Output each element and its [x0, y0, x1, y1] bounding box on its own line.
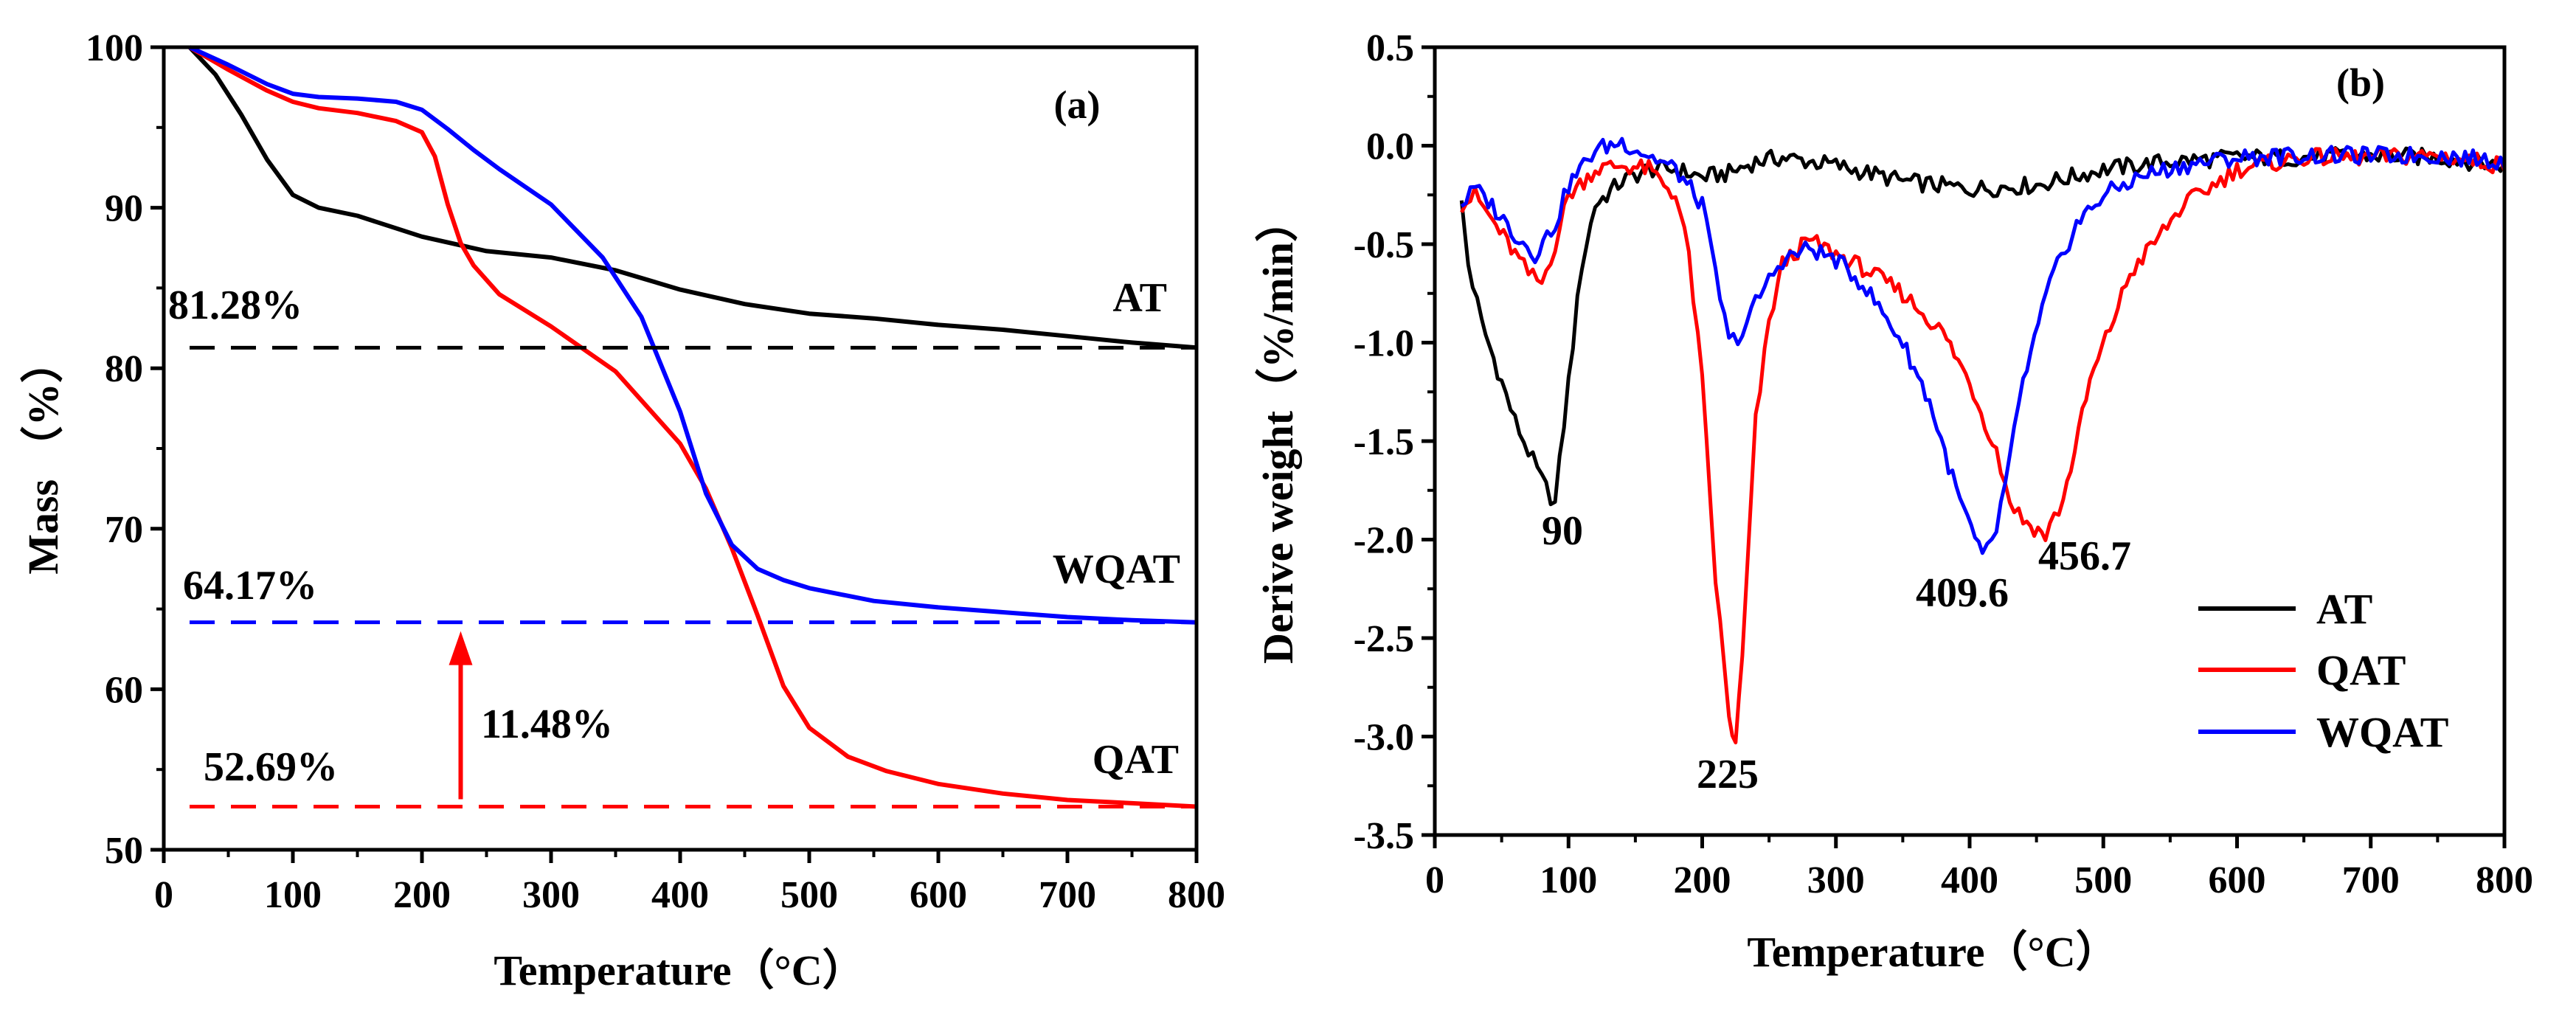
x-tick-label: 500 [780, 874, 838, 916]
peak-label-90: 90 [1542, 508, 1583, 554]
end-label-at: AT [1112, 275, 1167, 321]
y-tick-label: -2.5 [1354, 618, 1414, 660]
x-tick-label: 300 [522, 874, 580, 916]
panel-b-label: (b) [2336, 60, 2385, 105]
panel-b-x-ticks: 0 100 200 300 400 500 600 700 800 [1425, 835, 2533, 901]
x-tick-label: 700 [2342, 859, 2400, 901]
x-tick-label: 0 [154, 874, 173, 916]
y-tick-label: 90 [105, 188, 143, 230]
panel-a-reference-lines [190, 345, 1197, 808]
x-tick-label: 300 [1807, 859, 1865, 901]
panel-a-tga: 0 100 200 300 400 500 600 700 800 5060708090100 … [19, 27, 1225, 994]
arrow-difference-label: 11.48% [481, 702, 613, 747]
difference-arrow-head [449, 631, 473, 665]
residue-label-qat: 52.69% [204, 744, 338, 790]
peak-label-225: 225 [1697, 752, 1759, 797]
y-tick-label: 100 [86, 27, 143, 69]
y-tick-label: -1.5 [1354, 421, 1414, 463]
panel-a-label: (a) [1054, 83, 1101, 127]
y-tick-label: 50 [105, 830, 143, 872]
peak-label-409-6: 409.6 [1916, 570, 2009, 616]
y-tick-label: -3.5 [1354, 815, 1414, 857]
x-tick-label: 500 [2074, 859, 2132, 901]
panel-a-series-group [187, 45, 1197, 809]
y-tick-label: 0.0 [1366, 126, 1414, 168]
x-tick-label: 600 [910, 874, 967, 916]
legend-label-wqat: WQAT [2316, 708, 2448, 756]
panel-a-y-axis-label: Mass （%） [19, 340, 67, 574]
panel-b-y-axis-label: Derive weight（%/min） [1254, 199, 1302, 664]
end-label-wqat: WQAT [1053, 547, 1180, 592]
legend-label-at: AT [2316, 585, 2372, 633]
series-line-at [1459, 146, 2507, 507]
peak-label-456-7: 456.7 [2038, 533, 2131, 579]
end-label-qat: QAT [1093, 737, 1179, 783]
panel-b-y-ticks: -3.5 -3.0 -2.5 -2.0 -1.5 -1.0 -0.5 0.0 0.5 [1354, 27, 1435, 857]
panel-b-dtg: 0 100 200 300 400 500 600 700 800 -3.5 -3.0 -2.5 -2… [1254, 27, 2533, 976]
x-tick-label: 800 [2476, 859, 2533, 901]
panel-a-arrow-group [449, 631, 473, 800]
x-tick-label: 200 [393, 874, 451, 916]
y-tick-label: -1.0 [1354, 323, 1414, 365]
x-tick-label: 100 [264, 874, 322, 916]
legend-label-qat: QAT [2316, 646, 2406, 694]
panel-a-x-axis-label: Temperature（°C） [494, 946, 865, 994]
x-tick-label: 0 [1425, 859, 1444, 901]
panel-b-series-group [1459, 136, 2507, 745]
series-line-qat [188, 45, 1197, 809]
panel-b-legend: AT QAT WQAT [2198, 585, 2448, 756]
residue-label-wqat: 64.17% [183, 563, 317, 609]
x-tick-label: 100 [1540, 859, 1597, 901]
series-line-at [187, 45, 1197, 350]
y-tick-label: 80 [105, 348, 143, 390]
panel-a-plot-frame [162, 45, 1199, 852]
series-line-wqat [188, 45, 1197, 625]
residue-label-at: 81.28% [168, 283, 302, 328]
x-tick-label: 600 [2209, 859, 2266, 901]
x-tick-label: 200 [1674, 859, 1731, 901]
x-tick-label: 400 [1941, 859, 1998, 901]
y-tick-label: 60 [105, 669, 143, 711]
y-tick-label: -0.5 [1354, 224, 1414, 266]
y-tick-label: -2.0 [1354, 520, 1414, 562]
y-tick-label: 70 [105, 509, 143, 551]
y-tick-label: -3.0 [1354, 717, 1414, 759]
panel-a-x-ticks: 0 100 200 300 400 500 600 700 800 [154, 850, 1225, 916]
x-tick-label: 700 [1039, 874, 1096, 916]
y-tick-label: 0.5 [1366, 27, 1414, 69]
x-tick-label: 400 [651, 874, 709, 916]
panel-b-x-axis-label: Temperature（°C） [1747, 928, 2118, 976]
series-line-wqat [1460, 136, 2507, 555]
x-tick-label: 800 [1168, 874, 1225, 916]
panel-a-y-ticks: 50 60 70 80 90 100 [86, 27, 164, 872]
